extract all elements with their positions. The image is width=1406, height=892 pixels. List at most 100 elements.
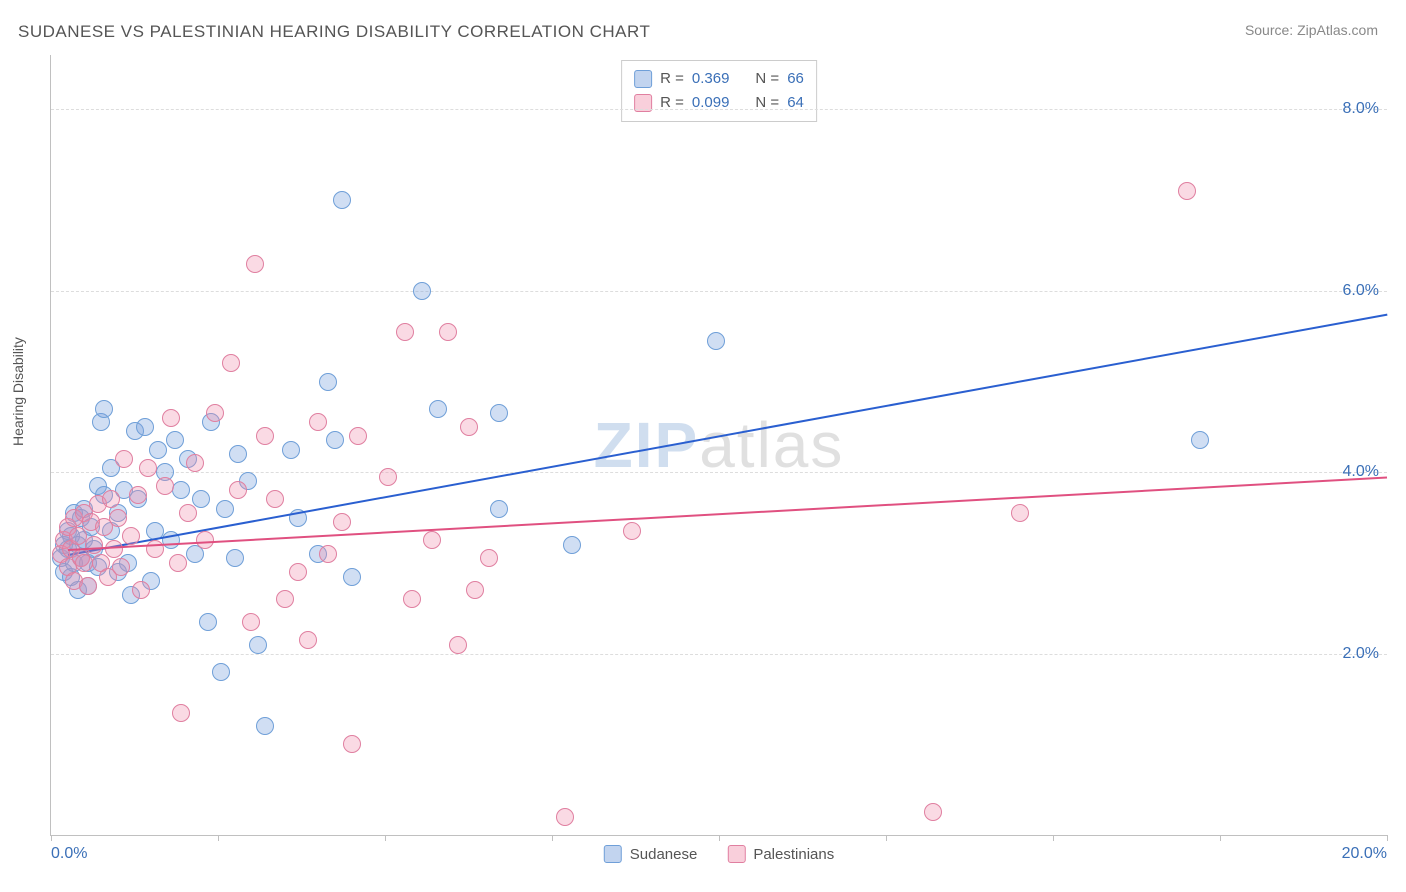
data-point (206, 404, 224, 422)
data-point (266, 490, 284, 508)
series-legend: Sudanese Palestinians (604, 845, 834, 863)
data-point (319, 373, 337, 391)
legend-swatch (604, 845, 622, 863)
data-point (179, 504, 197, 522)
correlation-legend: R = 0.369 N = 66 R = 0.099 N = 64 (621, 60, 817, 122)
data-point (563, 536, 581, 554)
series-legend-label: Palestinians (753, 846, 834, 863)
data-point (413, 282, 431, 300)
gridline-h (51, 109, 1387, 110)
watermark-zip: ZIP (594, 409, 700, 481)
data-point (172, 481, 190, 499)
data-point (707, 332, 725, 350)
legend-swatch (727, 845, 745, 863)
plot-area: ZIPatlas R =0.369N =66R =0.099N =64 Suda… (50, 55, 1387, 836)
data-point (132, 581, 150, 599)
data-point (439, 323, 457, 341)
data-point (1011, 504, 1029, 522)
series-legend-item: Palestinians (727, 845, 834, 863)
data-point (333, 513, 351, 531)
data-point (192, 490, 210, 508)
correlation-legend-row: R = 0.369 N = 66 (634, 67, 804, 91)
x-tick (552, 835, 553, 841)
data-point (102, 490, 120, 508)
x-tick (218, 835, 219, 841)
data-point (85, 536, 103, 554)
y-tick-label: 8.0% (1343, 100, 1379, 118)
series-legend-item: Sudanese (604, 845, 698, 863)
data-point (326, 431, 344, 449)
data-point (343, 568, 361, 586)
x-tick (1220, 835, 1221, 841)
chart-title: SUDANESE VS PALESTINIAN HEARING DISABILI… (18, 22, 650, 42)
data-point (924, 803, 942, 821)
data-point (256, 717, 274, 735)
data-point (490, 404, 508, 422)
data-point (169, 554, 187, 572)
data-point (129, 486, 147, 504)
y-tick-label: 2.0% (1343, 645, 1379, 663)
data-point (212, 663, 230, 681)
data-point (319, 545, 337, 563)
y-axis-label: Hearing Disability (10, 337, 26, 446)
data-point (216, 500, 234, 518)
data-point (460, 418, 478, 436)
r-label: R = (660, 91, 684, 115)
source-attribution: Source: ZipAtlas.com (1245, 22, 1378, 38)
data-point (289, 563, 307, 581)
x-tick (719, 835, 720, 841)
r-value: 0.099 (692, 91, 730, 115)
data-point (139, 459, 157, 477)
correlation-legend-row: R = 0.099 N = 64 (634, 91, 804, 115)
data-point (556, 808, 574, 826)
data-point (112, 558, 130, 576)
legend-swatch (634, 70, 652, 88)
data-point (379, 468, 397, 486)
data-point (199, 613, 217, 631)
data-point (249, 636, 267, 654)
r-value: 0.369 (692, 67, 730, 91)
data-point (343, 735, 361, 753)
data-point (149, 441, 167, 459)
data-point (480, 549, 498, 567)
data-point (429, 400, 447, 418)
data-point (1191, 431, 1209, 449)
data-point (349, 427, 367, 445)
data-point (122, 527, 140, 545)
data-point (162, 409, 180, 427)
n-label: N = (755, 91, 779, 115)
x-tick (1387, 835, 1388, 841)
data-point (256, 427, 274, 445)
data-point (222, 354, 240, 372)
x-tick (886, 835, 887, 841)
data-point (423, 531, 441, 549)
data-point (246, 255, 264, 273)
x-tick-label: 20.0% (1342, 845, 1387, 863)
n-value: 66 (787, 67, 804, 91)
data-point (403, 590, 421, 608)
data-point (166, 431, 184, 449)
data-point (276, 590, 294, 608)
x-tick-label: 0.0% (51, 845, 87, 863)
x-tick (51, 835, 52, 841)
data-point (75, 554, 93, 572)
x-tick (385, 835, 386, 841)
trend-line (68, 477, 1387, 552)
data-point (186, 454, 204, 472)
data-point (156, 477, 174, 495)
data-point (396, 323, 414, 341)
y-tick-label: 6.0% (1343, 282, 1379, 300)
data-point (623, 522, 641, 540)
n-value: 64 (787, 91, 804, 115)
gridline-h (51, 291, 1387, 292)
gridline-h (51, 654, 1387, 655)
n-label: N = (755, 67, 779, 91)
data-point (309, 413, 327, 431)
data-point (449, 636, 467, 654)
data-point (226, 549, 244, 567)
r-label: R = (660, 67, 684, 91)
chart-container: SUDANESE VS PALESTINIAN HEARING DISABILI… (0, 0, 1406, 892)
x-tick (1053, 835, 1054, 841)
data-point (466, 581, 484, 599)
data-point (282, 441, 300, 459)
